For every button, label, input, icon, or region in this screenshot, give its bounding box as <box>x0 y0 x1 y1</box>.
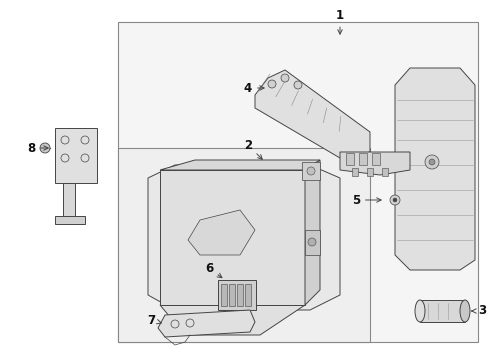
Bar <box>118 22 478 342</box>
Bar <box>218 280 256 310</box>
Bar <box>346 153 354 165</box>
Ellipse shape <box>415 300 425 322</box>
Bar <box>305 230 320 255</box>
Text: 4: 4 <box>244 81 264 95</box>
Bar <box>359 153 367 165</box>
Polygon shape <box>160 160 320 170</box>
Bar <box>245 284 251 306</box>
Ellipse shape <box>460 300 470 322</box>
Circle shape <box>425 155 439 169</box>
Text: 8: 8 <box>27 141 48 154</box>
Text: 5: 5 <box>352 194 381 207</box>
Polygon shape <box>340 152 410 175</box>
Polygon shape <box>160 170 305 305</box>
Bar <box>237 284 243 306</box>
Polygon shape <box>255 70 370 158</box>
Bar <box>229 284 235 306</box>
Polygon shape <box>160 305 305 335</box>
Bar <box>55 128 97 183</box>
Circle shape <box>390 195 400 205</box>
Bar <box>382 168 388 176</box>
Circle shape <box>281 74 289 82</box>
Polygon shape <box>395 68 475 270</box>
Bar <box>63 183 75 221</box>
Circle shape <box>40 143 50 153</box>
Polygon shape <box>188 210 255 255</box>
Polygon shape <box>305 160 320 305</box>
Circle shape <box>268 80 276 88</box>
Text: 6: 6 <box>205 261 222 278</box>
Circle shape <box>429 159 435 165</box>
Bar <box>55 216 85 224</box>
Bar <box>372 153 380 165</box>
Text: 3: 3 <box>472 305 486 318</box>
Circle shape <box>393 198 397 202</box>
Bar <box>367 168 373 176</box>
Bar <box>420 300 465 322</box>
Polygon shape <box>158 310 255 337</box>
Text: 7: 7 <box>147 314 161 327</box>
Bar <box>302 162 320 180</box>
Circle shape <box>307 167 315 175</box>
Circle shape <box>308 238 316 246</box>
Bar <box>221 284 227 306</box>
Text: 1: 1 <box>336 9 344 34</box>
Bar <box>352 168 358 176</box>
Text: 2: 2 <box>244 139 262 159</box>
Polygon shape <box>148 165 340 310</box>
Bar <box>118 148 370 342</box>
Circle shape <box>294 81 302 89</box>
